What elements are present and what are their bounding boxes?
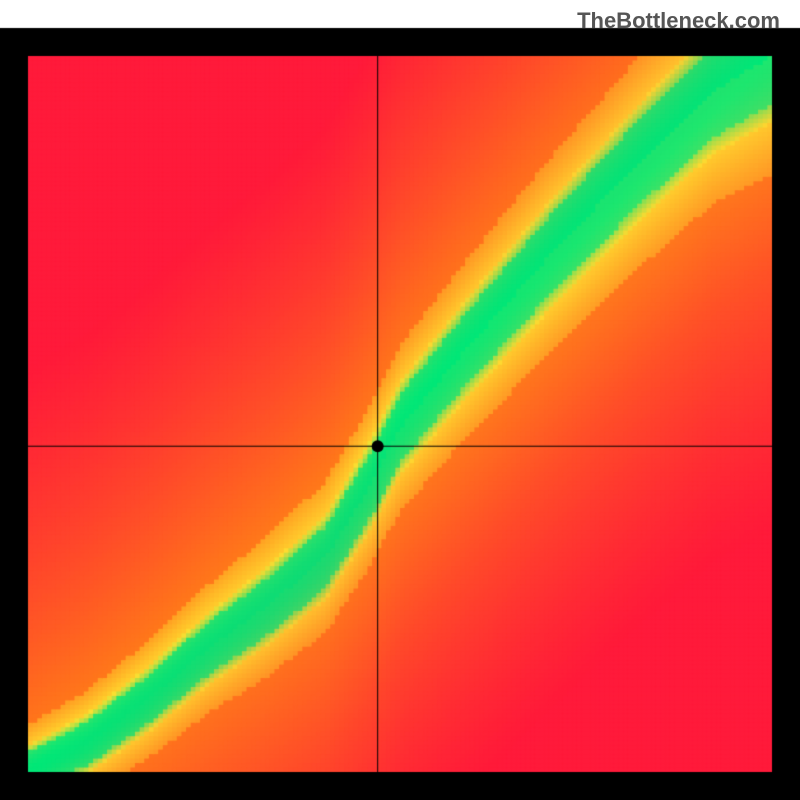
chart-container: TheBottleneck.com	[0, 0, 800, 800]
heatmap-canvas	[0, 0, 800, 800]
watermark-text: TheBottleneck.com	[577, 8, 780, 34]
